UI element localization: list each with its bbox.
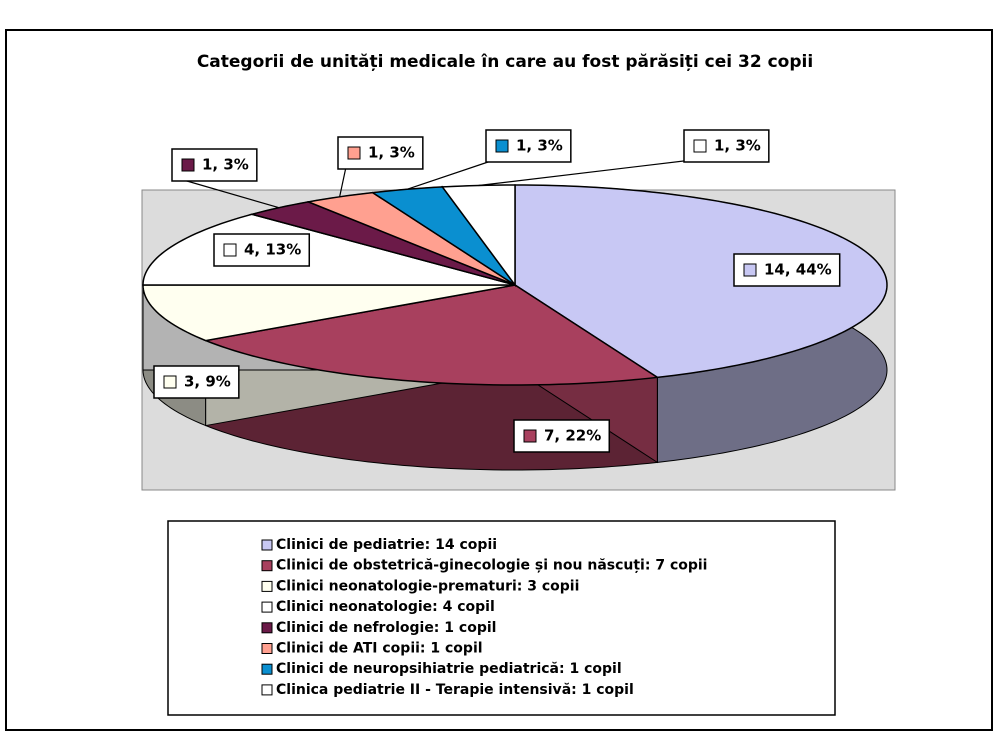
data-label: 7, 22% <box>513 419 611 453</box>
data-label-swatch <box>223 243 237 257</box>
slice <box>142 213 516 286</box>
slice <box>249 201 516 286</box>
legend-swatch <box>261 580 273 592</box>
data-label-text: 1, 3% <box>714 137 761 155</box>
data-label-swatch <box>693 139 707 153</box>
legend <box>167 520 836 716</box>
data-label: 4, 13% <box>213 233 311 267</box>
leader-line <box>339 166 347 197</box>
data-label-text: 3, 9% <box>184 373 231 391</box>
legend-label: Clinici neonatologie: 4 copil <box>276 599 495 615</box>
data-label-text: 4, 13% <box>244 241 301 259</box>
data-label-text: 1, 3% <box>516 137 563 155</box>
legend-label: Clinici de ATI copii: 1 copil <box>276 641 483 657</box>
data-label: 1, 3% <box>485 129 572 163</box>
slice <box>142 284 516 342</box>
legend-entries: Clinici de pediatrie: 14 copii Clinici de… <box>261 537 707 698</box>
data-label-box <box>153 365 240 399</box>
data-label-swatch <box>495 139 509 153</box>
legend-label: Clinici neonatologie-prematuri: 3 copii <box>276 578 579 594</box>
slice <box>370 186 516 286</box>
data-label-swatch <box>743 263 757 277</box>
data-label: 3, 9% <box>153 365 240 399</box>
leader-line <box>478 159 693 187</box>
data-label: 1, 3% <box>683 129 770 163</box>
data-label-text: 7, 22% <box>544 427 601 445</box>
data-label-text: 14, 44% <box>764 261 832 279</box>
legend-swatch <box>261 539 273 551</box>
data-labels: 14, 44% 7, 22% 3, 9% 4, 13% 1, 3% 1, 3% 1, 3% 1… <box>153 129 841 453</box>
data-label: 14, 44% <box>733 253 841 287</box>
data-label-text: 1, 3% <box>368 144 415 162</box>
data-label: 1, 3% <box>337 136 424 170</box>
data-label: 1, 3% <box>171 148 258 182</box>
slice <box>305 191 516 286</box>
leader-line <box>406 159 495 190</box>
data-label-box <box>213 233 311 267</box>
legend-label: Clinica pediatrie II - Terapie intensivă… <box>276 682 634 698</box>
legend-label: Clinici de obstetrică-ginecologie și nou… <box>276 558 707 574</box>
legend-swatch <box>261 684 273 696</box>
data-label-swatch <box>163 375 177 389</box>
legend-label: Clinici de nefrologie: 1 copil <box>276 620 496 636</box>
slice <box>514 184 888 379</box>
legend-swatch <box>261 560 273 572</box>
legend-swatch <box>261 663 273 675</box>
leader-line <box>179 178 280 209</box>
chart-title: Categorii de unități medicale în care au… <box>197 52 813 72</box>
data-label-swatch <box>181 158 195 172</box>
legend-swatch <box>261 643 273 654</box>
legend-swatch <box>261 601 273 613</box>
legend-label: Clinici de pediatrie: 14 copii <box>276 537 497 553</box>
legend-label: Clinici de neuropsihiatrie pediatrică: 1… <box>276 661 622 677</box>
legend-swatch <box>261 622 273 634</box>
pie-tops <box>142 184 888 386</box>
data-label-swatch <box>523 429 537 443</box>
slice <box>202 284 660 386</box>
data-label-swatch <box>347 146 361 160</box>
data-label-text: 1, 3% <box>202 156 249 174</box>
